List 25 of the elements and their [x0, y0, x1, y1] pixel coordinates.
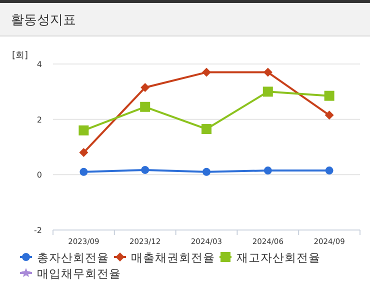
point — [79, 148, 88, 158]
legend-label: 재고자산회전율 — [236, 250, 320, 264]
y-tick-label: 2 — [36, 115, 42, 124]
point — [78, 125, 89, 136]
legend-label: 매출채권회전율 — [131, 250, 215, 264]
point — [202, 68, 211, 77]
point — [202, 124, 212, 134]
point — [140, 83, 150, 92]
y-tick-label: -2 — [34, 226, 42, 235]
point — [141, 166, 150, 174]
point — [140, 102, 150, 112]
point — [262, 86, 273, 97]
y-tick-label: 0 — [36, 170, 42, 180]
y-tick-label: 4 — [36, 60, 42, 69]
point — [324, 90, 334, 101]
point — [325, 166, 334, 175]
legend-label: 매입채무회전율 — [37, 266, 121, 280]
point — [324, 110, 334, 120]
point — [202, 168, 210, 176]
chart-title: 활동성지표 — [11, 13, 76, 28]
y-axis-title: [회] — [12, 51, 28, 61]
point — [264, 166, 272, 175]
legend-label: 총자산회전율 — [37, 250, 109, 264]
point — [80, 168, 88, 176]
point — [263, 68, 272, 77]
